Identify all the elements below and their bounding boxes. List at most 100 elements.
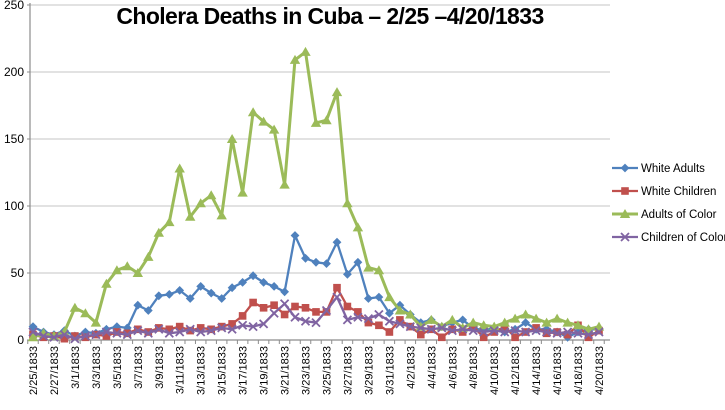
- diamond-marker: [458, 315, 468, 325]
- x-tick-label: 2/25/1833: [28, 346, 40, 395]
- triangle-marker: [153, 227, 164, 237]
- diamond-marker: [364, 294, 373, 303]
- x-marker: [269, 308, 279, 318]
- x-marker: [384, 316, 395, 326]
- triangle-marker-icon: [612, 209, 638, 218]
- diamond-marker: [206, 288, 216, 298]
- diamond-marker: [385, 308, 394, 318]
- square-marker: [291, 302, 299, 311]
- square-marker: [563, 330, 572, 339]
- square-marker: [165, 325, 174, 334]
- diamond-marker: [248, 271, 258, 281]
- square-marker: [259, 304, 268, 312]
- triangle-marker: [122, 261, 133, 271]
- square-marker: [71, 332, 79, 340]
- x-tick-label: 4/12/1833: [510, 346, 522, 395]
- x-marker: [458, 324, 468, 334]
- x-tick-label: 4/14/1833: [531, 346, 543, 395]
- chart-title: Cholera Deaths in Cuba – 2/25 –4/20/1833: [116, 3, 543, 29]
- x-tick-label: 4/8/1833: [468, 346, 480, 389]
- triangle-marker: [363, 262, 374, 272]
- diamond-marker: [290, 231, 300, 240]
- series-white-adults: [28, 231, 604, 342]
- y-tick-label: 50: [11, 266, 25, 280]
- x-marker: [101, 327, 112, 337]
- x-marker: [143, 328, 153, 338]
- x-marker: [489, 325, 499, 336]
- square-marker: [621, 187, 629, 195]
- x-marker: [217, 323, 227, 333]
- triangle-marker: [530, 313, 542, 323]
- square-marker: [113, 328, 121, 336]
- diamond-marker: [374, 292, 384, 302]
- triangle-marker: [90, 317, 102, 327]
- square-marker: [155, 324, 163, 332]
- x-marker: [248, 321, 258, 332]
- square-marker: [60, 334, 69, 343]
- x-marker: [541, 327, 552, 337]
- square-marker: [479, 333, 488, 342]
- x-tick-label: 4/4/1833: [426, 346, 438, 389]
- x-marker: [185, 324, 195, 334]
- square-marker: [385, 328, 394, 336]
- triangle-marker: [562, 317, 573, 327]
- x-marker: [332, 292, 342, 302]
- triangle-marker: [447, 314, 458, 324]
- triangle-marker: [237, 187, 248, 197]
- diamond-marker: [227, 283, 237, 293]
- x-tick-label: 4/16/1833: [552, 346, 564, 395]
- x-tick-label: 4/20/1833: [594, 346, 606, 395]
- x-marker: [500, 327, 510, 337]
- square-marker: [542, 329, 551, 338]
- triangle-marker: [352, 222, 364, 232]
- square-marker: [228, 320, 236, 328]
- square-marker: [186, 326, 194, 335]
- x-tick-label: 3/29/1833: [363, 346, 375, 395]
- diamond-marker: [154, 291, 164, 301]
- x-marker: [196, 327, 206, 337]
- x-marker: [468, 325, 478, 336]
- square-marker: [343, 302, 352, 311]
- diamond-marker: [81, 327, 90, 337]
- square-marker: [270, 301, 278, 309]
- triangle-marker: [509, 313, 521, 323]
- square-marker: [458, 328, 467, 336]
- x-marker: [353, 312, 363, 322]
- square-marker: [123, 329, 132, 338]
- square-marker: [396, 316, 404, 324]
- x-marker: [91, 329, 101, 340]
- triangle-marker: [394, 305, 406, 315]
- x-marker: [258, 319, 269, 329]
- triangle-marker: [342, 198, 353, 208]
- triangle-marker: [572, 320, 584, 330]
- square-marker: [438, 333, 446, 342]
- diamond-marker: [332, 237, 342, 247]
- x-marker: [562, 327, 573, 337]
- diamond-marker: [269, 282, 279, 291]
- square-marker: [511, 333, 519, 342]
- square-marker: [490, 328, 498, 336]
- triangle-marker: [80, 308, 91, 318]
- diamond-marker-icon: [612, 163, 638, 173]
- legend-item-white-adults: White Adults: [612, 163, 705, 175]
- square-marker: [280, 310, 289, 319]
- legend-label-adults-of-color: Adults of Color: [641, 209, 717, 221]
- x-marker: [321, 305, 332, 316]
- diamond-marker: [175, 286, 185, 295]
- x-tick-label: 3/31/1833: [384, 346, 396, 395]
- triangle-marker: [27, 332, 39, 342]
- x-marker: [342, 315, 353, 325]
- triangle-marker: [310, 117, 322, 127]
- diamond-marker: [238, 278, 247, 287]
- y-tick-label: 100: [4, 199, 24, 213]
- series-adults-of-color: [27, 46, 605, 342]
- x-tick-label: 4/10/1833: [489, 346, 501, 395]
- x-marker: [620, 232, 630, 242]
- legend-label-white-adults: White Adults: [641, 163, 705, 175]
- legend-label-white-children: White Children: [641, 186, 716, 198]
- triangle-marker: [331, 87, 343, 97]
- square-marker: [448, 325, 457, 334]
- y-tick-label: 250: [4, 0, 24, 12]
- diamond-marker: [280, 287, 289, 297]
